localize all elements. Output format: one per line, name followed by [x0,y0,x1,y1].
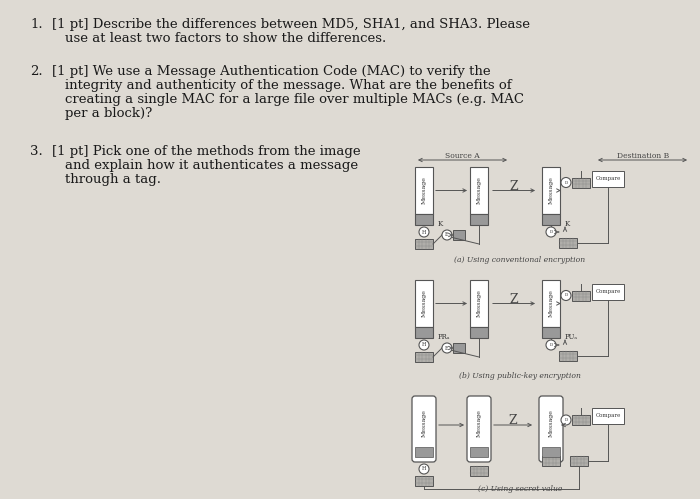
FancyBboxPatch shape [539,396,563,462]
Text: D: D [564,181,568,185]
Text: Message: Message [477,289,482,317]
Text: per a block)?: per a block)? [65,107,153,120]
Text: K: K [565,220,570,228]
FancyBboxPatch shape [467,396,491,462]
Bar [470,167,488,214]
Bar [415,327,433,338]
Text: Message: Message [549,289,554,317]
Circle shape [546,227,556,237]
Bar [415,352,433,362]
Bar [592,283,624,299]
Bar [470,280,488,327]
Text: Message: Message [549,177,554,205]
Circle shape [561,178,571,188]
Bar [572,178,590,188]
Text: and explain how it authenticates a message: and explain how it authenticates a messa… [65,159,358,172]
Bar [415,280,433,327]
Bar [559,238,577,248]
Text: Message: Message [477,177,482,205]
Circle shape [561,415,571,425]
Text: integrity and authenticity of the message. What are the benefits of: integrity and authenticity of the messag… [65,79,512,92]
Text: E: E [445,345,449,350]
Bar [542,456,560,466]
Text: H: H [422,230,426,235]
Text: Z: Z [509,415,517,428]
Bar [572,415,590,425]
Text: H: H [422,467,426,472]
Bar [572,290,590,300]
Bar [470,214,488,225]
Text: D: D [550,230,552,234]
Text: through a tag.: through a tag. [65,173,161,186]
Text: Compare: Compare [595,289,621,294]
Bar [570,456,588,466]
Text: H: H [422,342,426,347]
Bar [415,447,433,457]
Text: Z: Z [510,180,518,193]
Text: K: K [438,220,443,228]
Text: Source A: Source A [444,152,480,160]
Bar [542,214,560,225]
Bar [592,171,624,187]
Bar [542,280,560,327]
Bar [470,466,488,476]
Text: Message: Message [549,409,554,437]
Text: PUₐ: PUₐ [565,333,578,341]
Text: use at least two factors to show the differences.: use at least two factors to show the dif… [65,32,386,45]
Bar [453,343,465,353]
Text: [1 pt] We use a Message Authentication Code (MAC) to verify the: [1 pt] We use a Message Authentication C… [52,65,491,78]
Bar [415,476,433,486]
Text: (b) Using public-key encryption: (b) Using public-key encryption [459,372,581,380]
Text: D: D [550,343,552,347]
Bar [470,447,488,457]
Text: Message: Message [421,177,426,205]
Bar [542,167,560,214]
Text: PRₐ: PRₐ [438,333,451,341]
Circle shape [561,290,571,300]
Bar [470,327,488,338]
FancyBboxPatch shape [412,396,436,462]
Text: Z: Z [510,293,518,306]
Text: (c) Using secret value: (c) Using secret value [478,485,562,493]
Text: Message: Message [421,289,426,317]
Text: Message: Message [477,409,482,437]
Bar [415,239,433,249]
Text: [1 pt] Describe the differences between MD5, SHA1, and SHA3. Please: [1 pt] Describe the differences between … [52,18,530,31]
Circle shape [442,230,452,240]
Bar [559,351,577,361]
Text: Compare: Compare [595,414,621,419]
Text: D: D [564,418,568,422]
Circle shape [546,340,556,350]
Text: E: E [445,233,449,238]
Circle shape [419,227,429,237]
Bar [542,327,560,338]
Text: (a) Using conventional encryption: (a) Using conventional encryption [454,256,586,264]
Text: Compare: Compare [595,176,621,181]
Text: 3.: 3. [30,145,43,158]
Bar [415,167,433,214]
Text: Destination B: Destination B [617,152,669,160]
Text: 1.: 1. [30,18,43,31]
Text: Message: Message [421,409,426,437]
Text: [1 pt] Pick one of the methods from the image: [1 pt] Pick one of the methods from the … [52,145,360,158]
Circle shape [419,340,429,350]
Bar [415,214,433,225]
Bar [453,230,465,240]
Circle shape [442,343,452,353]
Circle shape [419,464,429,474]
Bar [542,447,560,457]
Bar [592,408,624,424]
Text: D: D [564,293,568,297]
Text: 2.: 2. [30,65,43,78]
Text: creating a single MAC for a large file over multiple MACs (e.g. MAC: creating a single MAC for a large file o… [65,93,524,106]
